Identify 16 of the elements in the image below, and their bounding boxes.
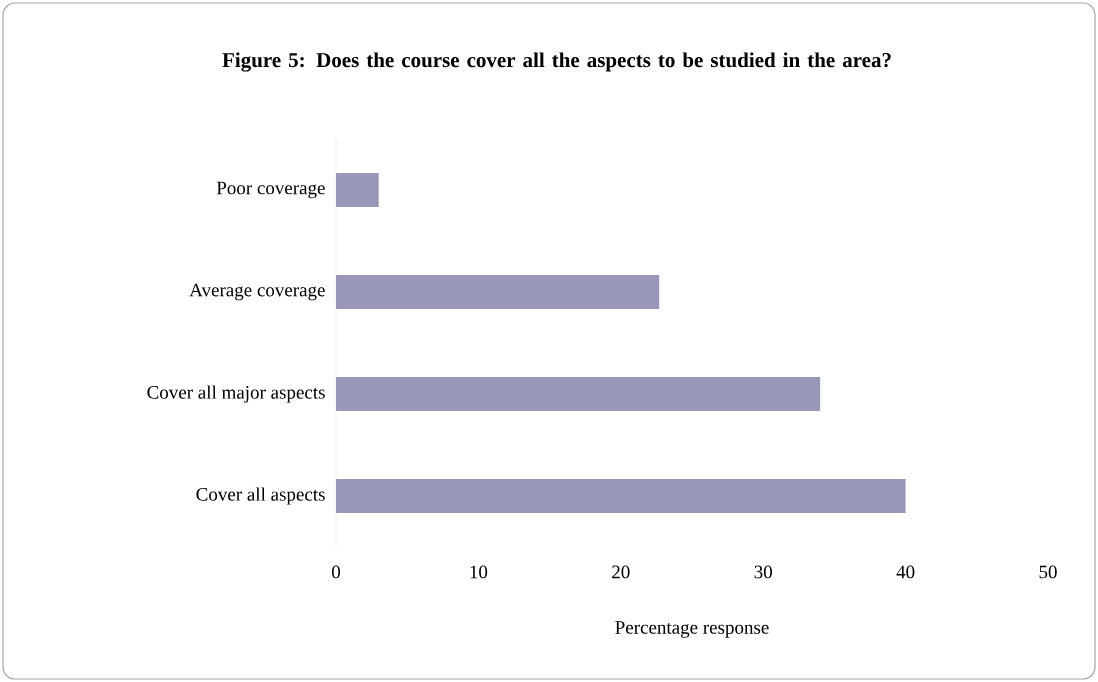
x-tick-label: 0 (331, 565, 341, 579)
x-tick-label: 50 (1039, 565, 1057, 579)
x-tick-label: 40 (896, 565, 915, 579)
chart-title: Figure 5: Does the course cover all the aspects to be studied in the area? (222, 52, 891, 72)
y-tick-label: Average coverage (189, 283, 325, 301)
bar (336, 274, 660, 309)
x-tick-label: 10 (470, 565, 488, 579)
y-tick-label: Poor coverage (216, 181, 325, 199)
x-tick-label: 30 (754, 565, 772, 579)
y-tick-label: Cover all aspects (196, 487, 325, 505)
bar (336, 173, 379, 207)
y-tick-label: Cover all major aspects (147, 385, 325, 403)
x-axis-title: Percentage response (615, 621, 769, 638)
x-tick-label: 20 (612, 565, 630, 579)
bar (336, 478, 906, 513)
bar (336, 376, 821, 411)
